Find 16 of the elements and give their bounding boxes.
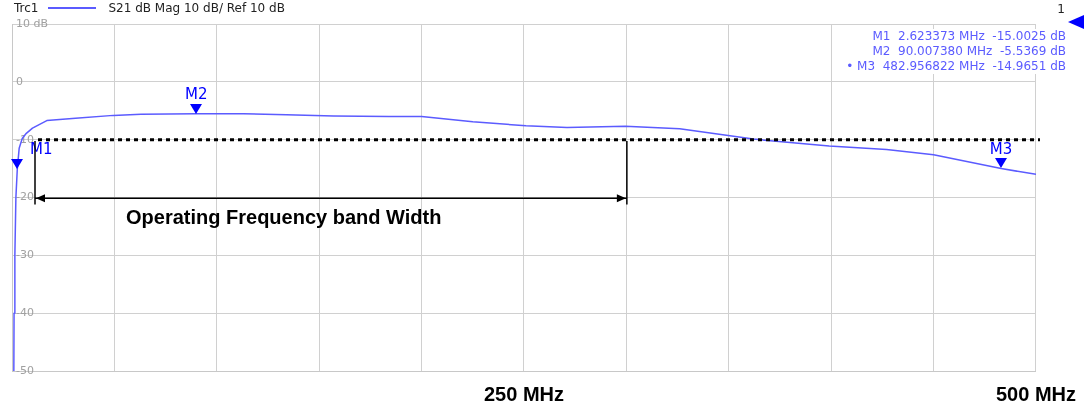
y-tick-label: 10 dB	[16, 16, 49, 30]
annotation: M1 2.623373 MHz -15.0025 dB	[871, 29, 1066, 44]
annotation: Operating Frequency band Width	[126, 206, 442, 229]
y-tick-label: -50	[16, 363, 34, 377]
y-tick-label: -40	[16, 306, 34, 320]
x-tick-label: 250 MHz	[483, 382, 565, 405]
y-tick-label: -30	[16, 248, 34, 262]
legend-label: S21 dB Mag 10 dB/ Ref 10 dB	[108, 1, 285, 15]
annotation: • M3 482.956822 MHz -14.9651 dB	[846, 59, 1066, 74]
x-tick-label: 500 MHz	[995, 382, 1076, 405]
y-tick-label: 0	[16, 74, 23, 88]
legend-title: Trc1	[14, 1, 39, 15]
text: 1	[1057, 2, 1065, 16]
annotation: M2	[185, 85, 208, 104]
annotation: M3	[989, 139, 1013, 158]
annotation: M2 90.007380 MHz -5.5369 dB	[871, 44, 1066, 59]
